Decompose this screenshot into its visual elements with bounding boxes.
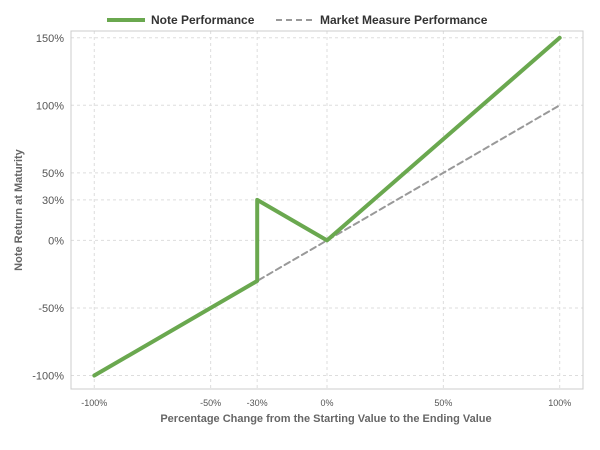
y-tick-label-0pct: 0%: [48, 235, 64, 247]
x-tick-label-0pct: 0%: [320, 398, 333, 408]
y-tick-label-100pct: -100%: [32, 370, 64, 382]
legend-label-note-performance: Note Performance: [151, 13, 255, 27]
x-tick-label-50pct: -50%: [200, 398, 221, 408]
x-tick-label-30pct: -30%: [247, 398, 268, 408]
legend: Note Performance Market Measure Performa…: [107, 13, 488, 27]
plot-area: [70, 30, 584, 390]
y-tick-label-100pct: 100%: [36, 100, 64, 112]
x-tick-label-50pct: 50%: [434, 398, 452, 408]
x-axis-title: Percentage Change from the Starting Valu…: [160, 413, 491, 425]
series-line-note-performance: [92, 35, 562, 378]
y-tick-label-50pct: -50%: [38, 303, 64, 315]
x-tick-labels: -100% -50% -30% 0% 50% 100%: [81, 398, 571, 408]
y-tick-label-50pct: 50%: [42, 168, 64, 180]
y-tick-label-150pct: 150%: [36, 33, 64, 45]
y-tick-labels: -100% -50% 0% 30% 50% 100% 150%: [32, 33, 64, 383]
legend-label-market-measure-performance: Market Measure Performance: [320, 13, 488, 27]
grid: [71, 31, 583, 389]
x-tick-label-100pct: -100%: [81, 398, 107, 408]
y-axis-title: Note Return at Maturity: [13, 148, 25, 271]
y-tick-label-30pct: 30%: [42, 195, 64, 207]
series-layer: [92, 35, 562, 378]
x-tick-label-100pct: 100%: [548, 398, 571, 408]
